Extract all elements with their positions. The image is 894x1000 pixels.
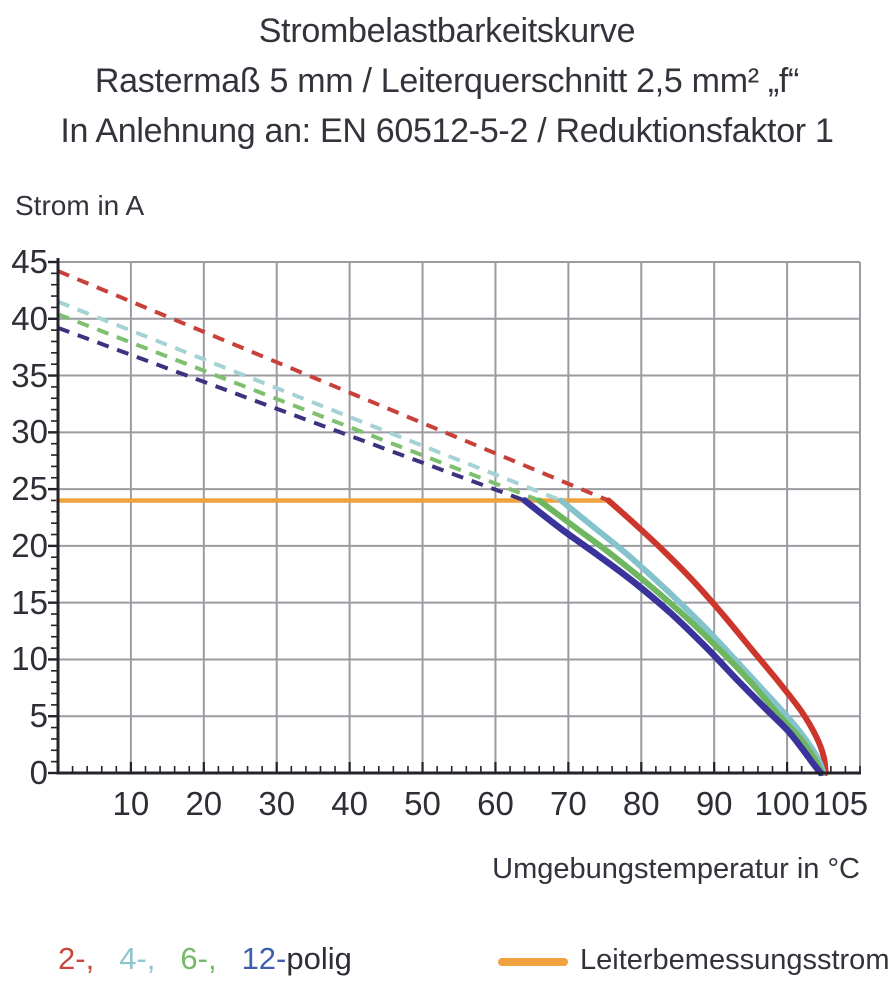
y-tick-label: 40 — [11, 299, 48, 337]
poles-legend: 2-, 4-, 6-, 12-polig — [58, 940, 352, 978]
y-tick-label: 15 — [11, 583, 48, 621]
x-tick-label: 10 — [112, 785, 150, 822]
legend-12-pole: 12- — [241, 941, 287, 976]
y-tick-label: 30 — [11, 413, 48, 451]
x-tick-label: 20 — [185, 785, 223, 822]
y-axis-title: Strom in A — [15, 190, 145, 221]
title-line-1: Strombelastbarkeitskurve — [258, 12, 636, 50]
x-tick-label: 40 — [331, 785, 368, 822]
chart-title-block: Strombelastbarkeitskurve Rastermaß 5 mm … — [0, 6, 894, 156]
y-tick-label: 35 — [11, 356, 48, 394]
x-tick-label: 70 — [550, 785, 587, 822]
x-tick-label: 30 — [258, 785, 296, 822]
x-tick-label: 100 — [754, 785, 810, 822]
rated-current-legend: Leiterbemessungsstrom — [498, 940, 889, 980]
legend-polig-suffix: polig — [286, 941, 352, 976]
x-axis-title: Umgebungstemperatur in °C — [492, 853, 860, 885]
legend-2-pole: 2-, — [58, 941, 95, 976]
y-tick-label: 25 — [11, 470, 48, 508]
x-tick-label: 60 — [477, 785, 514, 822]
x-tick-label: 80 — [622, 785, 660, 822]
y-tick-label: 5 — [29, 697, 48, 735]
x-tick-label: 50 — [404, 785, 441, 822]
rated-current-swatch — [498, 957, 568, 966]
y-tick-label: 0 — [29, 754, 48, 791]
x-tick-label: 90 — [695, 785, 733, 822]
y-tick-label: 45 — [11, 243, 48, 280]
y-axis-ticks: 0 5 10 15 20 25 30 35 40 45 — [0, 0, 60, 1000]
y-tick-label: 10 — [11, 640, 48, 678]
title-line-2: Rastermaß 5 mm / Leiterquerschnitt 2,5 m… — [94, 62, 800, 100]
title-line-3: In Anlehnung an: EN 60512-5-2 / Reduktio… — [60, 112, 834, 150]
rated-current-label: Leiterbemessungsstrom — [580, 943, 890, 976]
y-tick-label: 20 — [11, 526, 48, 564]
legend-6-pole: 6-, — [180, 941, 217, 976]
x-tick-label: 105 — [813, 785, 869, 822]
legend-4-pole: 4-, — [119, 941, 156, 976]
x-axis-ticks: 10 20 30 40 50 60 70 80 90 100 105 — [0, 784, 894, 830]
